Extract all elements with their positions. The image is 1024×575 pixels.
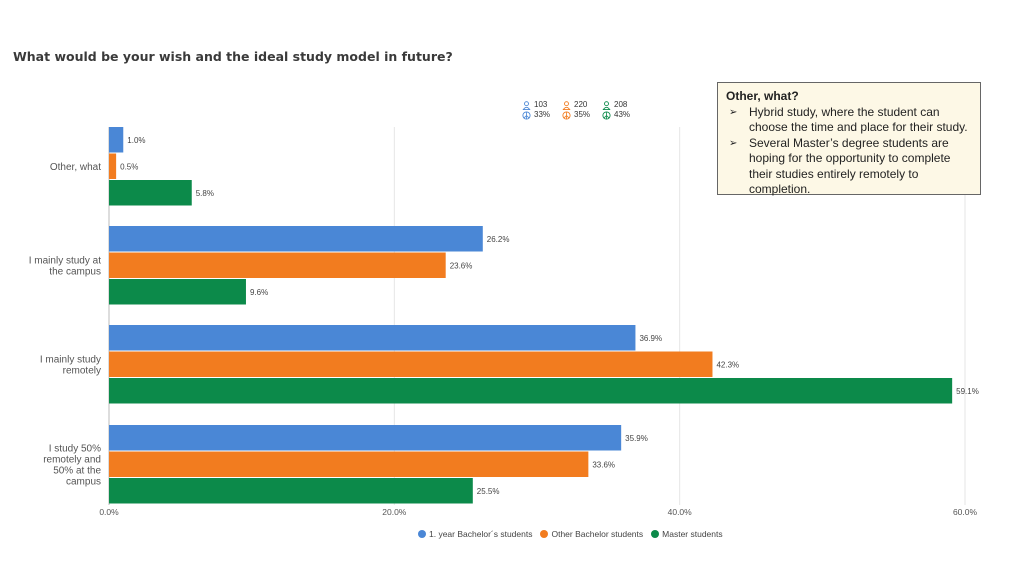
bar — [109, 180, 192, 206]
bar — [109, 325, 636, 351]
data-label: 25.5% — [477, 487, 500, 496]
bar — [109, 425, 622, 451]
bar — [109, 226, 483, 252]
callout-box: Other, what? ➢ Hybrid study, where the st… — [717, 82, 981, 198]
group-share-2: 35% — [562, 110, 602, 120]
response-rate-icon — [562, 110, 571, 120]
data-label: 59.1% — [956, 387, 979, 396]
legend-item[interactable]: 1. year Bachelor´s students — [418, 529, 532, 539]
group-counts-row: 103 220 208 — [522, 100, 642, 110]
group-share-3: 43% — [602, 110, 642, 120]
x-tick-label: 40.0% — [668, 507, 693, 517]
callout-title: Other, what? — [726, 89, 799, 103]
arrow-bullet-icon: ➢ — [729, 137, 738, 149]
callout-item: ➢ Several Master’s degree students are ho… — [729, 135, 951, 197]
data-label: 42.3% — [716, 360, 739, 369]
bar — [109, 153, 117, 179]
group-share-1: 33% — [522, 110, 562, 120]
category-label: I mainly study remotely — [40, 354, 101, 376]
x-tick-label: 60.0% — [953, 507, 978, 517]
x-tick-label: 0.0% — [99, 507, 119, 517]
legend-swatch — [651, 530, 660, 538]
legend-item[interactable]: Master students — [651, 529, 723, 539]
group-count-2: 220 — [562, 100, 602, 110]
arrow-bullet-icon: ➢ — [729, 106, 738, 118]
data-label: 1.0% — [127, 136, 145, 145]
person-icon — [522, 100, 531, 110]
data-label: 26.2% — [487, 235, 510, 244]
chart-title: What would be your wish and the ideal st… — [13, 49, 453, 64]
bar — [109, 279, 246, 305]
bar — [109, 252, 446, 278]
group-count-1: 103 — [522, 100, 562, 110]
group-count-3: 208 — [602, 100, 642, 110]
response-rate-icon — [522, 110, 531, 120]
bar — [109, 351, 713, 377]
data-label: 5.8% — [196, 189, 214, 198]
bar — [109, 127, 124, 153]
callout-item: ➢ Hybrid study, where the student can cho… — [729, 104, 968, 135]
group-shares-row: 33% 35% 43% — [522, 110, 642, 120]
data-label: 36.9% — [639, 334, 662, 343]
callout-list: ➢ Hybrid study, where the student can cho… — [726, 105, 972, 198]
data-label: 9.6% — [250, 288, 268, 297]
bar — [109, 378, 953, 404]
person-icon — [562, 100, 571, 110]
response-rate-icon — [602, 110, 611, 120]
legend-item[interactable]: Other Bachelor students — [540, 529, 643, 539]
data-label: 23.6% — [450, 261, 473, 270]
category-label: Other, what — [50, 162, 101, 173]
legend-swatch — [540, 530, 549, 538]
category-label: I mainly study at the campus — [29, 255, 101, 277]
legend-swatch — [418, 530, 426, 538]
chart-legend: 1. year Bachelor´s students Other Bachel… — [418, 529, 723, 539]
data-label: 35.9% — [625, 434, 648, 443]
x-tick-label: 20.0% — [382, 507, 407, 517]
bar — [109, 451, 589, 477]
data-label: 0.5% — [120, 162, 138, 171]
bar — [109, 478, 473, 504]
group-counts: 103 220 208 33% 35% 43% — [522, 100, 642, 120]
data-label: 33.6% — [592, 460, 615, 469]
person-icon — [602, 100, 611, 110]
category-label: I study 50% remotely and 50% at the campus — [43, 443, 101, 487]
